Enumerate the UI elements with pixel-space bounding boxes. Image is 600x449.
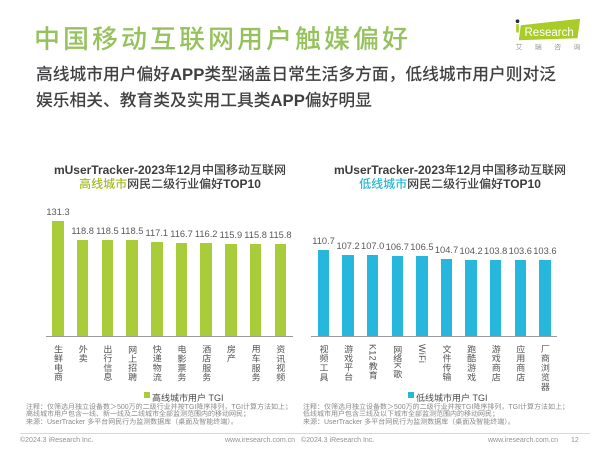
svg-text:艾瑞咨询: 艾瑞咨询 [516,44,593,52]
svg-text:Research: Research [525,27,574,39]
